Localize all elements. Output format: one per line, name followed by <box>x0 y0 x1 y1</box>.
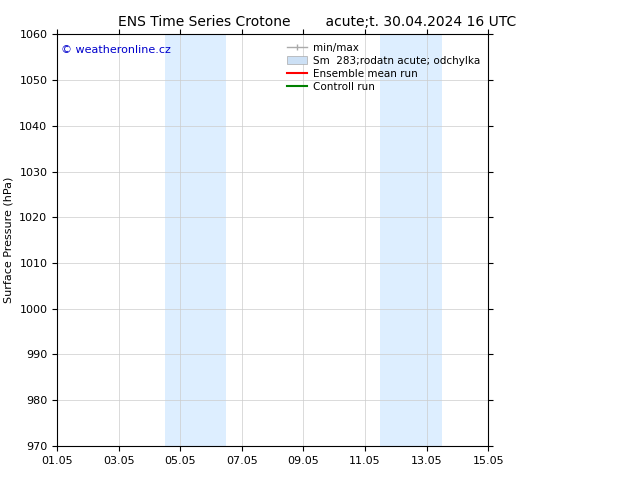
Text: ENS Time Series Crotone        acute;t. 30.04.2024 16 UTC: ENS Time Series Crotone acute;t. 30.04.2… <box>118 15 516 29</box>
Bar <box>165 34 226 446</box>
Bar <box>380 34 442 446</box>
Text: © weatheronline.cz: © weatheronline.cz <box>61 45 171 54</box>
Y-axis label: Surface Pressure (hPa): Surface Pressure (hPa) <box>4 177 14 303</box>
Legend: min/max, Sm  283;rodatn acute; odchylka, Ensemble mean run, Controll run: min/max, Sm 283;rodatn acute; odchylka, … <box>283 40 483 95</box>
